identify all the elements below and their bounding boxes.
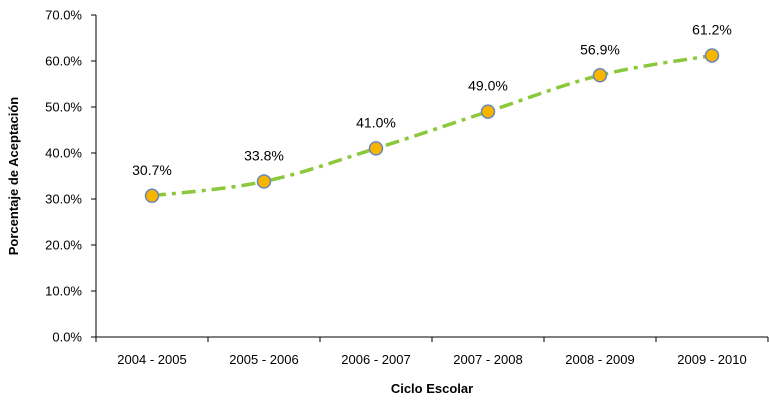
data-label: 61.2% — [692, 21, 732, 37]
x-tick-label: 2006 - 2007 — [341, 352, 410, 367]
data-point — [704, 48, 720, 63]
y-tick-label: 60.0% — [45, 54, 82, 69]
data-labels: 30.7% 33.8% 41.0% 49.0% 56.9% 61.2% — [132, 21, 732, 177]
data-point — [144, 188, 160, 204]
data-label: 49.0% — [468, 78, 508, 94]
data-point — [368, 141, 384, 156]
x-tick-label: 2005 - 2006 — [229, 352, 298, 367]
y-tick-label: 10.0% — [45, 284, 82, 299]
x-tick-labels: 2004 - 2005 2005 - 2006 2006 - 2007 2007 - … — [117, 352, 746, 367]
data-point — [592, 68, 608, 83]
data-label: 33.8% — [244, 148, 284, 164]
data-point — [480, 104, 496, 119]
data-point — [256, 174, 272, 189]
x-tick-label: 2004 - 2005 — [117, 352, 186, 367]
x-axis-title: Ciclo Escolar — [391, 381, 473, 396]
data-label: 56.9% — [580, 41, 620, 57]
x-tick-label: 2008 - 2009 — [565, 352, 634, 367]
y-tick-label: 50.0% — [45, 100, 82, 115]
y-tick-label: 20.0% — [45, 238, 82, 253]
y-axis-title: Porcentaje de Aceptación — [6, 97, 21, 256]
x-tick-label: 2009 - 2010 — [677, 352, 746, 367]
y-tick-label: 30.0% — [45, 192, 82, 207]
y-tick-label: 40.0% — [45, 146, 82, 161]
y-tick-labels: 0.0% 10.0% 20.0% 30.0% 40.0% 50.0% 60.0% 70.0% — [45, 8, 82, 345]
data-points — [144, 48, 720, 204]
axes — [91, 14, 769, 342]
data-label: 41.0% — [356, 114, 396, 130]
data-label: 30.7% — [132, 162, 172, 178]
x-tick-label: 2007 - 2008 — [453, 352, 522, 367]
y-tick-label: 70.0% — [45, 8, 82, 23]
series-line — [151, 53, 713, 198]
y-tick-label: 0.0% — [52, 330, 82, 345]
